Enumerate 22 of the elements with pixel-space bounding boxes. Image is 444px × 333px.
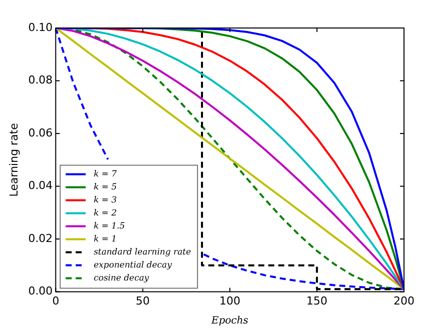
legend-label: k = 5 [94,182,117,193]
y-tick-label: 0.08 [28,74,53,87]
legend-label: k = 2 [94,208,117,219]
x-tick-label: 0 [52,294,60,308]
legend-label: k = 1.5 [94,222,125,232]
x-tick-label: 150 [306,294,328,308]
legend-label: cosine decay [94,274,150,284]
y-tick-label: 0.06 [28,126,53,140]
x-tick-label: 100 [219,294,240,308]
y-tick-label: 0.10 [28,20,53,34]
legend-label: k = 7 [94,170,118,180]
x-tick-label: 50 [136,294,150,308]
legend-label: exponential decay [94,260,172,271]
legend-label: k = 1 [94,234,117,245]
y-tick-label: 0.02 [28,232,53,245]
x-tick-label: 200 [394,294,414,308]
y-tick-label: 0.00 [28,284,53,298]
y-tick-label: 0.04 [28,179,53,192]
x-axis-title: Epochs [210,316,248,327]
legend-label: k = 3 [94,196,117,206]
legend-label: standard learning rate [94,248,192,258]
y-axis-title: Learning rate [7,122,20,197]
